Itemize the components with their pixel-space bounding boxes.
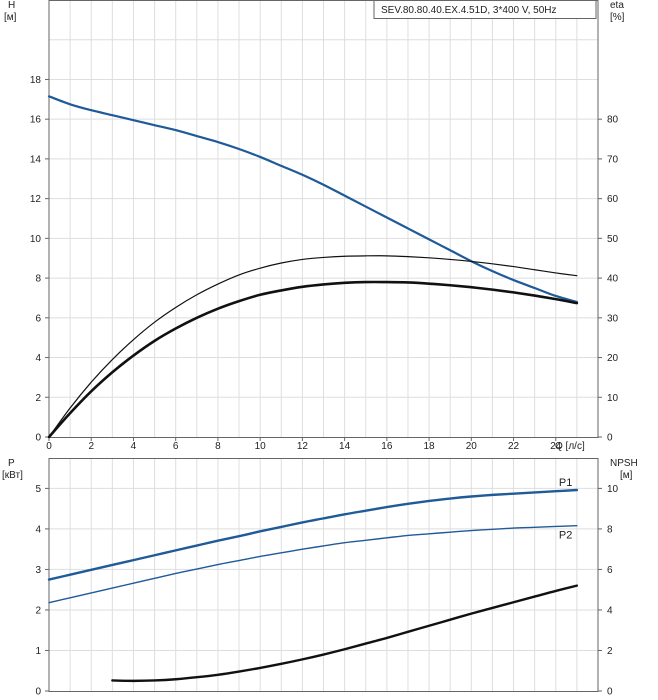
tick-label-left: 5: [35, 484, 41, 495]
tick-label-x: 20: [466, 441, 478, 452]
tick-label-right: 6: [607, 565, 613, 576]
head-axis-label: H: [8, 0, 15, 11]
series-label-p2: P2: [559, 530, 572, 542]
tick-label-right: 8: [607, 524, 613, 535]
npsh-curve: [111, 584, 579, 683]
tick-label-left: 18: [30, 75, 42, 86]
top-series-group: [47, 95, 579, 439]
p1-power-curve: [47, 488, 579, 581]
tick-label-left: 10: [30, 234, 42, 245]
tick-label-left: 0: [35, 433, 41, 444]
tick-label-right: 60: [607, 194, 619, 205]
tick-label-x: 2: [88, 441, 94, 452]
tick-label-x: 18: [424, 441, 436, 452]
tick-label-x: 14: [339, 441, 351, 452]
power-axis-label: P: [8, 458, 15, 469]
tick-label-right: 40: [607, 274, 619, 285]
tick-label-left: 6: [35, 313, 41, 324]
tick-label-left: 2: [35, 605, 41, 616]
efficiency-curve: [47, 280, 579, 439]
head-axis-unit: [м]: [4, 12, 17, 23]
tick-label-x: 12: [297, 441, 309, 452]
tick-label-left: 8: [35, 274, 41, 285]
tick-label-right: 0: [607, 433, 613, 444]
tick-label-left: 0: [35, 687, 41, 698]
tick-label-left: 4: [35, 524, 41, 535]
flow-axis-label: Q [л/с]: [555, 441, 585, 452]
chart-title: SEV.80.80.40.EX.4.51D, 3*400 V, 50Hz: [381, 5, 557, 16]
bottom-tick-labels: 0 1 2 3 4 5 0 2 4 6 8 10: [35, 484, 618, 698]
tick-label-x: 4: [131, 441, 137, 452]
p2-power-curve: [48, 524, 578, 604]
tick-label-right: 80: [607, 115, 619, 126]
tick-label-left: 1: [35, 646, 41, 657]
tick-label-x: 0: [46, 441, 52, 452]
tick-label-left: 12: [30, 194, 42, 205]
power-npsh-panel: 0 1 2 3 4 5 0 2 4 6 8 10 P [кВт] NPSH [м] P1 P2: [2, 458, 638, 698]
tick-label-right: 30: [607, 313, 619, 324]
tick-label-right: 20: [607, 353, 619, 364]
top-plot-frame: [48, 0, 599, 438]
efficiency-axis-unit: [%]: [610, 12, 625, 23]
npsh-axis-label: NPSH: [610, 458, 638, 469]
tick-label-right: 50: [607, 234, 619, 245]
tick-label-left: 2: [35, 393, 41, 404]
tick-label-x: 10: [255, 441, 267, 452]
tick-label-x: 22: [508, 441, 520, 452]
series-label-p1: P1: [559, 477, 572, 489]
tick-label-right: 2: [607, 646, 613, 657]
tick-label-right: 4: [607, 605, 613, 616]
bottom-plot-frame: [48, 458, 599, 692]
tick-label-x: 8: [215, 441, 221, 452]
tick-label-x: 16: [381, 441, 393, 452]
efficiency-curve-2: [48, 255, 578, 438]
tick-label-left: 3: [35, 565, 41, 576]
tick-label-left: 4: [35, 353, 41, 364]
power-axis-unit: [кВт]: [2, 470, 23, 481]
bottom-series-group: [47, 488, 579, 683]
tick-label-left: 16: [30, 115, 42, 126]
tick-label-x: 6: [173, 441, 179, 452]
efficiency-axis-label: eta: [610, 0, 624, 11]
tick-label-x: 24: [550, 441, 562, 452]
npsh-axis-unit: [м]: [620, 470, 633, 481]
head-curve: [47, 95, 578, 304]
tick-label-right: 10: [607, 393, 619, 404]
tick-label-right: 0: [607, 687, 613, 698]
tick-label-right: 70: [607, 154, 619, 165]
tick-label-left: 14: [30, 154, 42, 165]
chart-title-box: [373, 0, 597, 19]
tick-label-right: 10: [607, 484, 619, 495]
